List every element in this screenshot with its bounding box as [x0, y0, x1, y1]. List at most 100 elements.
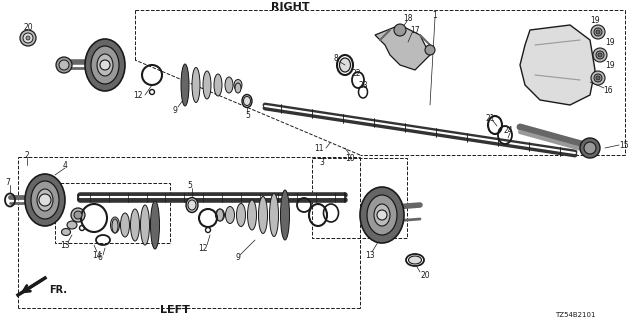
Ellipse shape: [235, 83, 241, 93]
Text: 14: 14: [92, 251, 102, 260]
Text: LEFT: LEFT: [160, 305, 190, 315]
Text: 6: 6: [97, 253, 102, 262]
Text: 19: 19: [605, 60, 615, 69]
Text: FR.: FR.: [49, 285, 67, 295]
Text: 2: 2: [24, 150, 29, 159]
Ellipse shape: [111, 217, 120, 233]
Text: 15: 15: [619, 140, 629, 149]
Ellipse shape: [61, 228, 70, 236]
Circle shape: [377, 210, 387, 220]
Text: 20: 20: [420, 270, 430, 279]
Circle shape: [56, 57, 72, 73]
Circle shape: [23, 33, 33, 43]
Ellipse shape: [67, 221, 77, 229]
Text: 1: 1: [433, 11, 437, 20]
Ellipse shape: [225, 206, 234, 223]
Circle shape: [59, 60, 69, 70]
Circle shape: [26, 36, 30, 40]
Ellipse shape: [243, 97, 250, 106]
Ellipse shape: [367, 195, 397, 235]
Ellipse shape: [150, 201, 159, 249]
Text: 22: 22: [351, 68, 361, 77]
Ellipse shape: [234, 79, 242, 91]
Ellipse shape: [85, 39, 125, 91]
Text: 19: 19: [590, 15, 600, 25]
Ellipse shape: [97, 54, 113, 76]
Polygon shape: [520, 25, 595, 105]
Circle shape: [39, 194, 51, 206]
Text: 23: 23: [358, 81, 368, 90]
Ellipse shape: [280, 190, 289, 240]
Ellipse shape: [151, 202, 159, 248]
Ellipse shape: [25, 174, 65, 226]
Circle shape: [74, 211, 82, 219]
Ellipse shape: [188, 200, 196, 210]
Circle shape: [100, 60, 110, 70]
Text: 9: 9: [173, 106, 177, 115]
Text: 5: 5: [246, 110, 250, 119]
Bar: [312, 158, 407, 238]
Text: 16: 16: [603, 85, 613, 94]
Text: 7: 7: [6, 178, 10, 187]
Ellipse shape: [339, 58, 351, 72]
Ellipse shape: [216, 209, 225, 221]
Text: RIGHT: RIGHT: [271, 2, 309, 12]
Circle shape: [71, 208, 85, 222]
Bar: [55, 183, 170, 243]
Text: 24: 24: [503, 125, 513, 134]
Ellipse shape: [31, 181, 59, 219]
Circle shape: [591, 71, 605, 85]
Ellipse shape: [242, 94, 252, 108]
Text: 4: 4: [63, 161, 67, 170]
Circle shape: [580, 138, 600, 158]
Text: 5: 5: [188, 180, 193, 189]
Ellipse shape: [269, 194, 278, 236]
Ellipse shape: [281, 191, 289, 239]
Circle shape: [425, 45, 435, 55]
Ellipse shape: [186, 197, 198, 212]
Ellipse shape: [131, 209, 140, 241]
Text: 13: 13: [365, 251, 375, 260]
Text: 8: 8: [333, 53, 339, 62]
Ellipse shape: [112, 219, 118, 233]
Circle shape: [593, 48, 607, 62]
Text: 11: 11: [314, 143, 324, 153]
Ellipse shape: [37, 189, 53, 211]
Text: TZ54B2101: TZ54B2101: [555, 312, 595, 318]
Circle shape: [594, 74, 602, 82]
Circle shape: [394, 24, 406, 36]
Text: 9: 9: [236, 253, 241, 262]
Text: 12: 12: [198, 244, 208, 252]
Ellipse shape: [374, 204, 390, 226]
Ellipse shape: [214, 74, 222, 96]
Circle shape: [596, 30, 600, 34]
Ellipse shape: [248, 200, 257, 230]
Circle shape: [594, 28, 602, 36]
Ellipse shape: [408, 256, 422, 264]
Polygon shape: [375, 25, 430, 70]
Text: 21: 21: [485, 114, 495, 123]
Circle shape: [598, 53, 602, 57]
Ellipse shape: [237, 204, 246, 227]
Text: 19: 19: [605, 37, 615, 46]
Text: 12: 12: [133, 91, 143, 100]
Circle shape: [596, 51, 604, 59]
Text: 3: 3: [319, 157, 324, 166]
Ellipse shape: [182, 65, 189, 105]
Circle shape: [584, 142, 596, 154]
Ellipse shape: [203, 71, 211, 99]
Ellipse shape: [225, 77, 233, 93]
Circle shape: [596, 76, 600, 80]
Ellipse shape: [91, 46, 119, 84]
Ellipse shape: [259, 196, 268, 234]
Text: 20: 20: [23, 22, 33, 31]
Ellipse shape: [216, 209, 223, 221]
Circle shape: [591, 25, 605, 39]
Text: 18: 18: [403, 13, 413, 22]
Ellipse shape: [181, 64, 189, 106]
Text: 10: 10: [345, 154, 355, 163]
Ellipse shape: [192, 68, 200, 102]
Ellipse shape: [120, 213, 129, 237]
Circle shape: [20, 30, 36, 46]
Text: 17: 17: [410, 26, 420, 35]
